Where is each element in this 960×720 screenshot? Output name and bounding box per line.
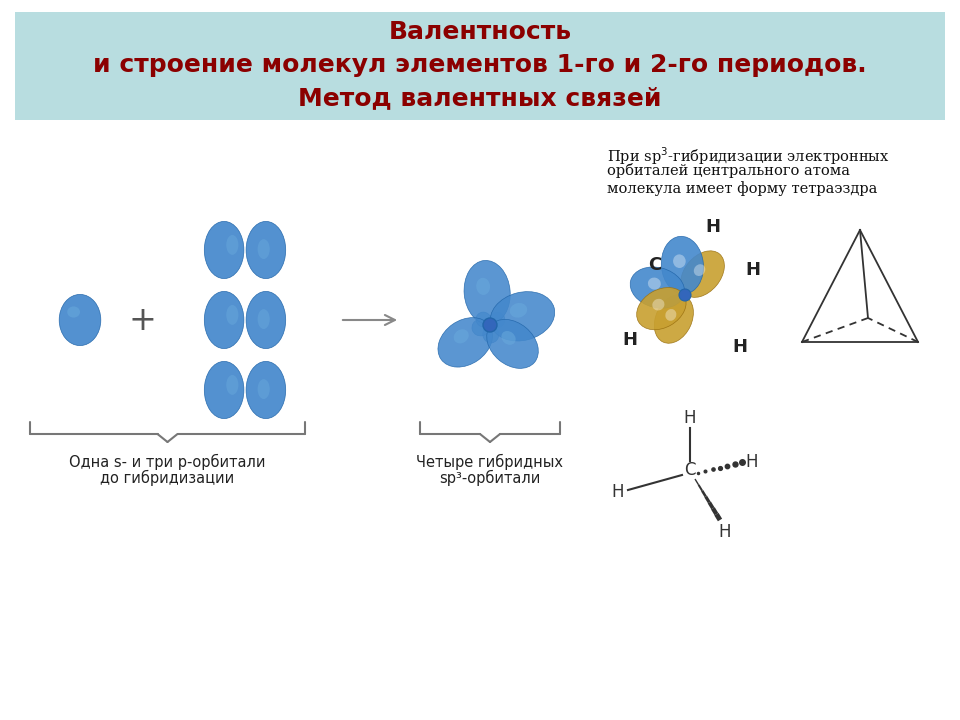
Ellipse shape: [246, 292, 286, 348]
Ellipse shape: [227, 305, 238, 325]
Text: и строение молекул элементов 1-го и 2-го периодов.: и строение молекул элементов 1-го и 2-го…: [93, 53, 867, 77]
Text: молекула имеет форму тетраэздра: молекула имеет форму тетраэздра: [607, 181, 877, 196]
Ellipse shape: [257, 379, 270, 399]
Ellipse shape: [246, 361, 286, 418]
Ellipse shape: [472, 319, 490, 336]
Ellipse shape: [655, 294, 693, 343]
Text: Валентность: Валентность: [389, 20, 571, 44]
Ellipse shape: [679, 289, 691, 301]
FancyBboxPatch shape: [15, 12, 945, 120]
Ellipse shape: [510, 303, 527, 318]
Ellipse shape: [60, 294, 101, 346]
FancyArrowPatch shape: [343, 315, 395, 325]
Ellipse shape: [204, 292, 244, 348]
Ellipse shape: [491, 292, 555, 341]
Ellipse shape: [665, 309, 677, 321]
Text: sp³-орбитали: sp³-орбитали: [440, 470, 540, 486]
Text: H: H: [622, 331, 637, 349]
Text: Одна s- и три р-орбитали: Одна s- и три р-орбитали: [69, 454, 265, 470]
Ellipse shape: [257, 309, 270, 329]
Ellipse shape: [636, 287, 686, 330]
Ellipse shape: [464, 261, 510, 324]
Ellipse shape: [227, 375, 238, 395]
Ellipse shape: [487, 320, 539, 369]
Ellipse shape: [694, 264, 706, 276]
Text: Четыре гибридных: Четыре гибридных: [417, 454, 564, 470]
Text: H: H: [612, 483, 624, 501]
Text: орбиталей центрального атома: орбиталей центрального атома: [607, 163, 850, 178]
Text: Метод валентных связей: Метод валентных связей: [299, 86, 661, 110]
Text: C: C: [648, 256, 661, 274]
Text: H: H: [684, 409, 696, 427]
Ellipse shape: [438, 318, 492, 367]
Text: H: H: [719, 523, 732, 541]
Ellipse shape: [257, 239, 270, 259]
Ellipse shape: [246, 222, 286, 279]
Ellipse shape: [483, 325, 499, 343]
Ellipse shape: [67, 307, 80, 318]
Text: H: H: [746, 453, 758, 471]
Text: H: H: [746, 261, 760, 279]
Text: +: +: [128, 304, 156, 336]
Text: C: C: [684, 461, 696, 479]
Text: H: H: [706, 218, 721, 236]
Ellipse shape: [227, 235, 238, 255]
Text: до гибридизации: до гибридизации: [100, 470, 234, 486]
Text: H: H: [732, 338, 748, 356]
Ellipse shape: [476, 312, 492, 327]
Ellipse shape: [681, 251, 725, 297]
Ellipse shape: [661, 236, 704, 294]
Ellipse shape: [630, 267, 684, 308]
Ellipse shape: [490, 312, 505, 328]
Ellipse shape: [483, 318, 497, 332]
Ellipse shape: [476, 278, 490, 295]
Ellipse shape: [204, 222, 244, 279]
Ellipse shape: [652, 299, 664, 310]
Text: При sp$^3$-гибридизации электронных: При sp$^3$-гибридизации электронных: [607, 145, 890, 167]
Ellipse shape: [648, 278, 660, 289]
Ellipse shape: [501, 331, 516, 345]
Ellipse shape: [454, 329, 468, 343]
Ellipse shape: [673, 254, 685, 268]
Ellipse shape: [204, 361, 244, 418]
